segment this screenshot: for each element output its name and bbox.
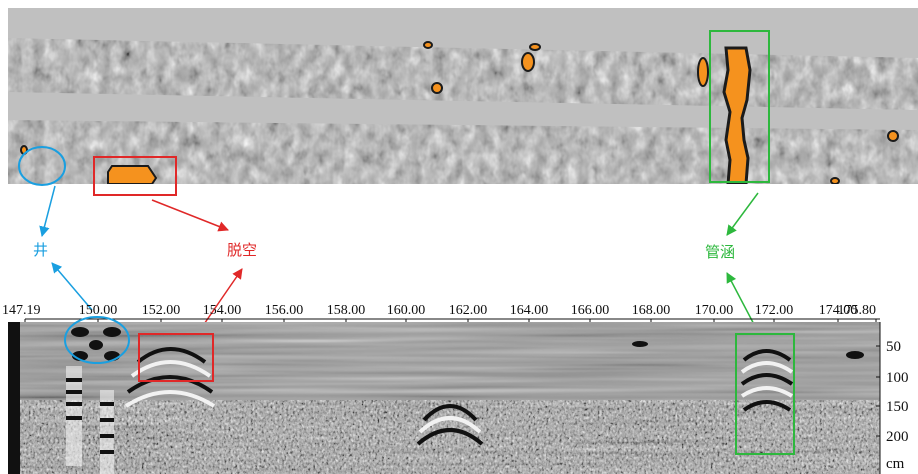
distance-tick-label: 175.80 bbox=[838, 303, 877, 318]
culvert-reflection bbox=[740, 349, 794, 412]
distance-tick-label: 147.19 bbox=[2, 303, 41, 318]
anomaly-patch bbox=[830, 177, 840, 184]
slice-mask-top bbox=[8, 8, 918, 58]
arrow-void-bottom bbox=[199, 268, 243, 331]
void-marker-bottom bbox=[138, 333, 214, 382]
depth-tick-label: 150 bbox=[886, 399, 909, 415]
well-marker-top bbox=[18, 146, 66, 186]
depth-tick-label: 50 bbox=[886, 339, 901, 355]
distance-tick-label: 166.00 bbox=[571, 303, 610, 318]
well-marker-bottom bbox=[64, 316, 130, 364]
label-culvert: 管涵 bbox=[705, 243, 735, 261]
slice-mask-middle bbox=[8, 92, 918, 130]
depth-tick-label: 100 bbox=[886, 370, 909, 386]
distance-tick-label: 152.00 bbox=[142, 303, 181, 318]
label-well: 井 bbox=[33, 241, 48, 259]
distance-tick-label: 164.00 bbox=[510, 303, 549, 318]
anomaly-patch bbox=[423, 41, 433, 49]
depth-axis: 50 100 150 200 cm bbox=[876, 322, 909, 474]
depth-tick-label: 200 bbox=[886, 429, 909, 445]
anomaly-patch bbox=[529, 43, 541, 51]
culvert-marker-bottom bbox=[735, 333, 795, 455]
distance-tick-label: 170.00 bbox=[695, 303, 734, 318]
anomaly-culvert-band bbox=[722, 46, 752, 184]
small-reflection bbox=[846, 351, 864, 359]
distance-tick-label: 158.00 bbox=[327, 303, 366, 318]
anomaly-patch bbox=[697, 57, 709, 87]
distance-tick-label: 150.00 bbox=[79, 303, 118, 318]
distance-tick-label: 168.00 bbox=[632, 303, 671, 318]
distance-tick-label: 154.00 bbox=[203, 303, 242, 318]
arrow-void-top bbox=[151, 199, 229, 232]
void-marker-top bbox=[93, 156, 177, 196]
anomaly-patch bbox=[521, 52, 535, 72]
arrow-well-bottom bbox=[51, 262, 93, 311]
distance-tick-label: 174.00 bbox=[819, 303, 858, 318]
small-reflection bbox=[632, 341, 648, 347]
well-reflection bbox=[66, 327, 121, 474]
culvert-marker-top bbox=[709, 30, 770, 183]
anomaly-void-patch bbox=[107, 165, 158, 184]
anomaly-patch bbox=[431, 82, 443, 94]
distance-tick-label: 162.00 bbox=[449, 303, 488, 318]
depth-unit-label: cm bbox=[886, 456, 905, 472]
distance-tick-label: 156.00 bbox=[265, 303, 304, 318]
anomaly-patch bbox=[887, 130, 899, 142]
distance-tick-label: 172.00 bbox=[755, 303, 794, 318]
label-void: 脱空 bbox=[227, 241, 257, 259]
arrow-culvert-top bbox=[726, 192, 759, 236]
plan-slice-image bbox=[8, 8, 918, 184]
distance-tick-label: 160.00 bbox=[387, 303, 426, 318]
hyperbola-reflection bbox=[416, 404, 484, 446]
radar-profile-image bbox=[8, 322, 880, 474]
distance-axis: 147.19 150.00 152.00 154.00 156.00 158.00 160.… bbox=[2, 303, 880, 324]
arrow-well-top bbox=[39, 185, 56, 238]
